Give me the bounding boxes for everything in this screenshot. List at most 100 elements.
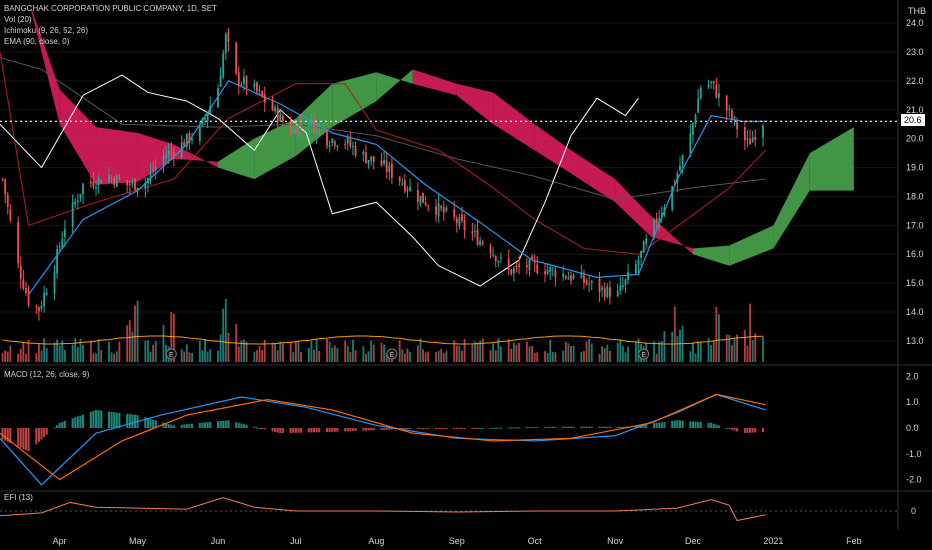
legend-macd[interactable]: MACD (12, 26, close, 9) bbox=[4, 370, 90, 379]
volume-bar bbox=[128, 320, 131, 362]
macd-pane bbox=[0, 393, 766, 486]
macd-histogram-bar bbox=[9, 428, 12, 444]
macd-histogram-bar bbox=[658, 422, 661, 428]
volume-bar bbox=[590, 343, 593, 362]
macd-histogram-bar bbox=[349, 428, 352, 432]
legend-efi[interactable]: EFI (13) bbox=[4, 493, 33, 502]
macd-histogram-bar bbox=[294, 428, 297, 433]
macd-histogram-bar bbox=[416, 428, 419, 429]
volume-bar bbox=[624, 352, 627, 362]
chart-title[interactable]: BANGCHAK CORPORATION PUBLIC COMPANY, 1D,… bbox=[4, 4, 217, 13]
candle-body bbox=[754, 136, 757, 141]
macd-histogram-bar bbox=[608, 426, 611, 428]
volume-bar bbox=[92, 353, 95, 362]
macd-histogram-bar bbox=[621, 426, 624, 428]
macd-histogram-bar bbox=[725, 428, 728, 429]
macd-histogram-bar bbox=[206, 422, 209, 428]
volume-bar bbox=[489, 350, 492, 362]
currency-label: THB bbox=[908, 6, 926, 16]
macd-histogram-bar bbox=[110, 411, 113, 428]
macd-histogram-bar bbox=[510, 427, 513, 429]
macd-histogram-bar bbox=[562, 426, 565, 428]
volume-bar bbox=[712, 341, 715, 362]
signal-line bbox=[0, 393, 766, 481]
candle-body bbox=[300, 123, 302, 127]
candle-body bbox=[331, 139, 334, 143]
macd-histogram-bar bbox=[434, 428, 438, 429]
candle-body bbox=[645, 238, 648, 245]
macd-histogram-bar bbox=[336, 428, 339, 432]
macd-histogram-bar bbox=[385, 428, 388, 430]
volume-bar bbox=[427, 351, 430, 362]
candle-body bbox=[546, 269, 549, 274]
volume-bar bbox=[536, 352, 539, 362]
volume-bar bbox=[710, 345, 713, 362]
candle-body bbox=[365, 152, 367, 163]
candle-body bbox=[746, 138, 749, 140]
candle-body bbox=[9, 209, 12, 221]
candle-body bbox=[149, 172, 152, 178]
volume-bar bbox=[479, 340, 482, 362]
volume-bar bbox=[546, 353, 549, 362]
candle-body bbox=[640, 250, 642, 258]
grid bbox=[0, 0, 932, 530]
volume-bar bbox=[494, 350, 497, 362]
macd-histogram-bar bbox=[699, 422, 702, 428]
volume-bar bbox=[653, 341, 655, 362]
macd-histogram-bar bbox=[276, 428, 279, 433]
volume-bar bbox=[289, 342, 292, 362]
macd-histogram-bar bbox=[61, 421, 64, 428]
macd-histogram-bar bbox=[198, 422, 201, 428]
candle-body bbox=[170, 150, 173, 152]
candle-body bbox=[743, 127, 746, 141]
macd-histogram-bar bbox=[372, 428, 375, 431]
chikou-line bbox=[0, 74, 639, 287]
macd-histogram-bar bbox=[152, 419, 155, 428]
volume-bar bbox=[206, 351, 209, 362]
volume-bar bbox=[152, 344, 155, 362]
volume-bar bbox=[442, 353, 445, 362]
price-axis-tick: 23.0 bbox=[906, 47, 924, 57]
candle-body bbox=[427, 205, 430, 207]
macd-histogram-bar bbox=[45, 428, 48, 435]
time-axis-tick: Dec bbox=[685, 536, 702, 546]
earnings-marker bbox=[386, 348, 398, 360]
volume-bar bbox=[725, 334, 728, 362]
candle-body bbox=[188, 132, 191, 143]
candle-body bbox=[227, 31, 230, 43]
macd-histogram-bar bbox=[463, 428, 466, 429]
volume-bar bbox=[762, 336, 764, 362]
legend-volume[interactable]: Vol (20) bbox=[4, 15, 32, 24]
candle-body bbox=[736, 120, 738, 130]
candle-body bbox=[627, 272, 629, 280]
legend-ichimoku[interactable]: Ichimoku (9, 26, 52, 26) bbox=[4, 26, 89, 35]
volume-bar bbox=[136, 300, 139, 362]
macd-histogram-bar bbox=[476, 428, 479, 429]
legend-ema[interactable]: EMA (90, close, 0) bbox=[4, 37, 70, 46]
macd-histogram-bar bbox=[473, 428, 476, 429]
candle-body bbox=[609, 287, 611, 298]
volume-bar bbox=[201, 350, 204, 362]
candle-body bbox=[673, 183, 676, 185]
candle-body bbox=[191, 139, 193, 141]
candle-body bbox=[588, 283, 591, 285]
macd-histogram-bar bbox=[572, 426, 575, 428]
candle-body bbox=[271, 100, 274, 111]
macd-histogram-bar bbox=[603, 426, 606, 428]
volume-bar bbox=[183, 351, 186, 362]
candle-body bbox=[598, 278, 601, 293]
candle-body bbox=[136, 187, 139, 191]
macd-histogram-bar bbox=[344, 428, 347, 432]
candle-body bbox=[497, 260, 500, 262]
candle-body bbox=[352, 146, 354, 148]
volume-bar bbox=[256, 350, 258, 362]
candle-body bbox=[458, 217, 461, 227]
volume-bar bbox=[219, 334, 222, 362]
volume-bar bbox=[699, 342, 702, 362]
candle-body bbox=[235, 42, 238, 74]
candle-body bbox=[689, 133, 692, 154]
candle-body bbox=[22, 279, 25, 289]
volume-bar bbox=[481, 338, 484, 362]
macd-histogram-bar bbox=[710, 422, 713, 428]
